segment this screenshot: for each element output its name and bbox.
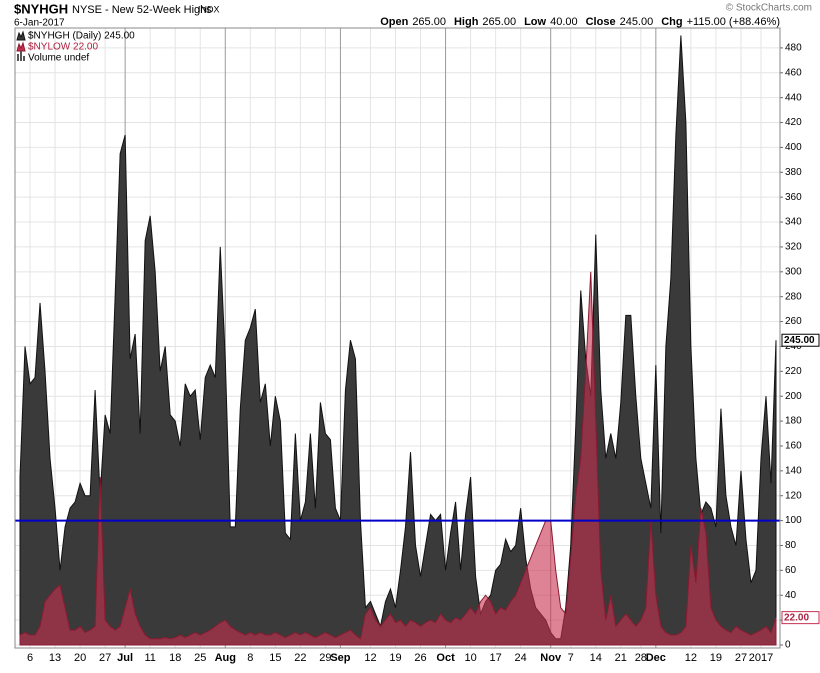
x-tick-label: 27: [735, 652, 747, 664]
quote-label: Low: [524, 16, 546, 28]
y-tick-label: 360: [785, 192, 802, 203]
x-tick-label: Sep: [330, 652, 350, 664]
y-tick-label: 340: [785, 217, 802, 228]
quote-value: 265.00: [412, 16, 446, 28]
x-tick-label: 20: [74, 652, 86, 664]
x-tick-label: 22: [294, 652, 306, 664]
quote-label: High: [454, 16, 479, 28]
x-tick-label: 24: [515, 652, 527, 664]
y-tick-label: 40: [785, 590, 797, 601]
y-tick-label: 180: [785, 416, 802, 427]
y-tick-label: 440: [785, 92, 802, 103]
legend-swatch: [16, 30, 26, 41]
legend-swatch: [16, 41, 26, 52]
quote-value: 245.00: [620, 16, 654, 28]
quote-label: Chg: [661, 16, 682, 28]
x-tick-label: 14: [590, 652, 602, 664]
x-tick-label: 6: [27, 652, 33, 664]
x-tick-label: Dec: [646, 652, 666, 664]
quote-label: Close: [586, 16, 616, 28]
y-tick-label: 100: [785, 515, 802, 526]
legend-label: $NYHGH (Daily) 245.00: [28, 31, 135, 42]
x-tick-label: 7: [568, 652, 574, 664]
last-value-box: [781, 611, 820, 625]
x-tick-label: Nov: [540, 652, 562, 664]
y-tick-label: 140: [785, 465, 802, 476]
legend-swatch: [23, 56, 25, 61]
quote-value: +115.00 (+88.46%): [687, 16, 780, 28]
x-tick-label: 2017: [749, 652, 773, 664]
series-area: [19, 271, 777, 646]
x-tick-label: 29: [319, 652, 331, 664]
x-tick-label: 27: [99, 652, 111, 664]
y-tick-label: 320: [785, 242, 802, 253]
y-tick-label: 380: [785, 167, 802, 178]
x-tick-label: 12: [364, 652, 376, 664]
y-tick-label: 260: [785, 316, 802, 327]
exchange-tag: INDX: [198, 4, 220, 14]
y-tick-label: 280: [785, 291, 802, 302]
date: 6-Jan-2017: [14, 18, 65, 29]
y-tick-label: 0: [785, 640, 791, 651]
chart-title: NYSE - New 52-Week Highs: [72, 4, 212, 16]
x-tick-label: 15: [269, 652, 281, 664]
last-value-label: 245.00: [784, 335, 815, 346]
x-tick-label: 19: [710, 652, 722, 664]
x-tick-label: Aug: [215, 652, 236, 664]
x-tick-label: 17: [490, 652, 502, 664]
credit: © StockCharts.com: [726, 3, 812, 14]
x-tick-label: 11: [144, 652, 155, 664]
x-tick-label: 10: [464, 652, 476, 664]
y-tick-label: 60: [785, 565, 797, 576]
x-tick-label: Jul: [117, 652, 133, 664]
x-tick-label: 26: [414, 652, 426, 664]
x-tick-label: Oct: [436, 652, 455, 664]
x-tick-label: 19: [389, 652, 401, 664]
quote-value: 265.00: [482, 16, 516, 28]
y-tick-label: 460: [785, 67, 802, 78]
y-tick-label: 120: [785, 490, 802, 501]
legend-label: Volume undef: [28, 53, 89, 64]
y-tick-label: 480: [785, 43, 802, 54]
plot-frame: [14, 27, 781, 649]
y-tick-label: 220: [785, 366, 802, 377]
quote-value: 40.00: [550, 16, 578, 28]
x-tick-label: 21: [615, 652, 627, 664]
x-tick-label: 13: [49, 652, 61, 664]
y-tick-label: 200: [785, 391, 802, 402]
x-tick-label: 12: [685, 652, 697, 664]
symbol: $NYHGH: [14, 1, 68, 16]
legend-swatch: [17, 54, 19, 61]
legend-label: $NYLOW 22.00: [28, 42, 98, 53]
x-tick-label: 8: [247, 652, 253, 664]
legend-swatch: [20, 51, 22, 61]
x-tick-label: 18: [169, 652, 181, 664]
last-value-label: 22.00: [784, 612, 809, 623]
last-value-box: [781, 333, 820, 347]
y-tick-label: 420: [785, 117, 802, 128]
quote: Open 265.00 High 265.00 Low 40.00 Close 245.00 C…: [380, 16, 780, 28]
y-tick-label: 80: [785, 540, 797, 551]
x-tick-label: 25: [194, 652, 206, 664]
y-tick-label: 160: [785, 441, 802, 452]
y-tick-label: 300: [785, 266, 802, 277]
y-tick-label: 400: [785, 142, 802, 153]
x-tick-label: 28: [635, 652, 647, 664]
quote-label: Open: [380, 16, 408, 28]
